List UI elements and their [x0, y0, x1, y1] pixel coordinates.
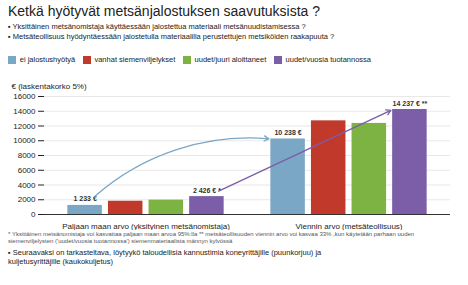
html-text:▪ Metsäteollisuus hyödyntäessä: ▪ Metsäteollisuus hyödyntäessään jaloste…: [8, 31, 335, 41]
svg-text:1 233 €: 1 233 €: [73, 195, 96, 202]
svg-text:10000: 10000: [13, 136, 36, 145]
svg-text:14 237 € **: 14 237 € **: [393, 99, 428, 106]
svg-text:14000: 14000: [13, 107, 36, 116]
svg-text:8000: 8000: [18, 151, 36, 160]
svg-text:4000: 4000: [18, 180, 36, 189]
html-text:uudet/juuri aloittaneet: uudet/juuri aloittaneet: [194, 55, 267, 64]
svg-text:Paljaan maan arvo (yksityinen: Paljaan maan arvo (yksityinen metsänomis…: [62, 222, 230, 230]
svg-text:12000: 12000: [13, 121, 36, 130]
html-text:vanhat siemenviljelykset: vanhat siemenviljelykset: [94, 55, 176, 64]
svg-text:10 238 €: 10 238 €: [274, 129, 301, 136]
html-text:Ketkä hyötyvät metsänjalostuks: Ketkä hyötyvät metsänjalostuksen saavutu…: [8, 3, 321, 19]
svg-text:0: 0: [31, 210, 36, 219]
svg-text:2 426 € *: 2 426 € *: [193, 186, 221, 193]
html-text:uudet/vuosia tuotannossa: uudet/vuosia tuotannossa: [285, 55, 371, 64]
html-text:ei jalostushyötyä: ei jalostushyötyä: [19, 55, 76, 64]
svg-text:Viennin arvo (metsäteollisuus): Viennin arvo (metsäteollisuus): [295, 222, 402, 230]
svg-text:€ (laskentakorko 5%): € (laskentakorko 5%): [12, 82, 87, 91]
html-text:* Yksittäinen metsänomistaja v: * Yksittäinen metsänomistaja voi kasvatt…: [8, 230, 415, 245]
svg-text:6000: 6000: [18, 166, 36, 175]
html-text:▪ Seuraavaksi on tarkasteltava: ▪ Seuraavaksi on tarkasteltava, löytyykö…: [8, 247, 322, 267]
svg-text:2000: 2000: [18, 195, 36, 204]
svg-text:16000: 16000: [13, 92, 36, 101]
html-text:▪ Yksittäinen metsänomistaja k: ▪ Yksittäinen metsänomistaja käyttäessää…: [8, 22, 306, 31]
